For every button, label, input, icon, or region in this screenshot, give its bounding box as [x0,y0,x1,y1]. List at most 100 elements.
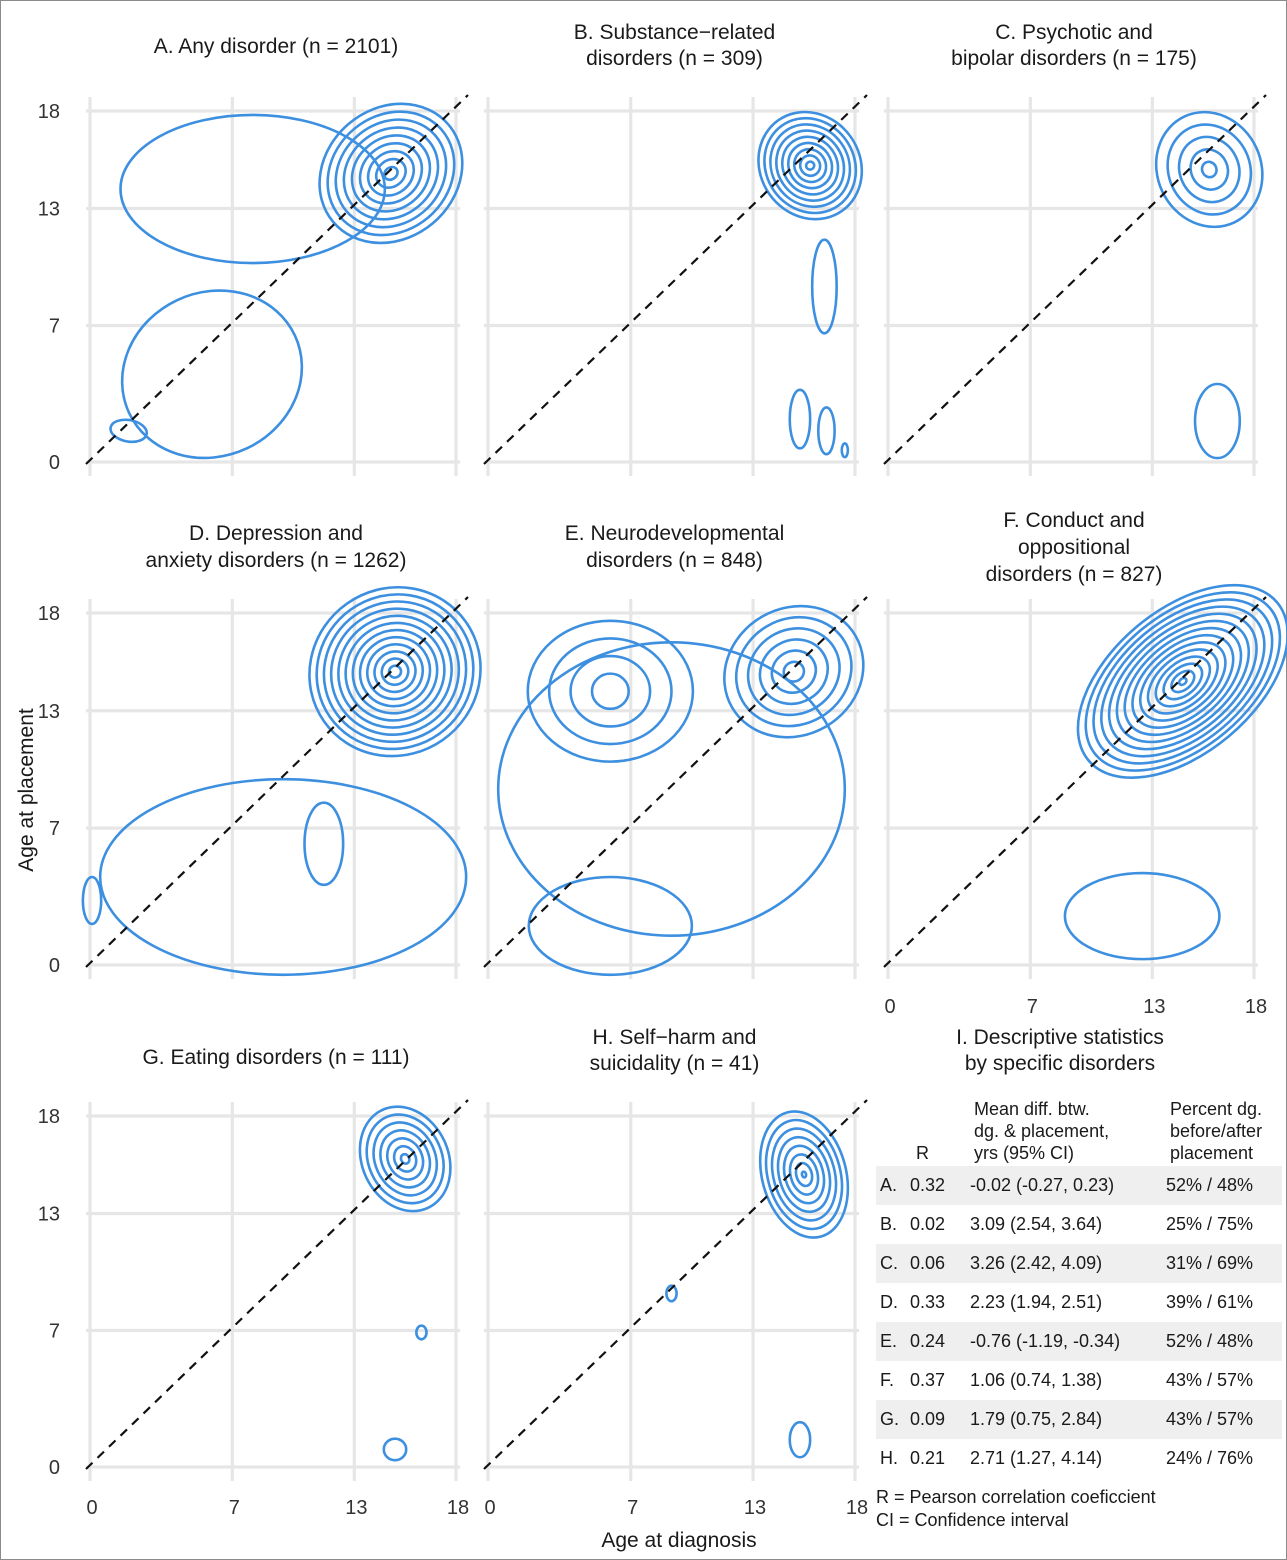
row-percent: 43% / 57% [1166,1370,1254,1390]
x-tick-label: 0 [86,1497,97,1519]
density-contour [800,1170,808,1179]
header-mean-diff-line2: dg. & placement, [974,1121,1110,1141]
stats-notes: R = Pearson correlation coeficcient CI =… [876,1486,1282,1532]
x-tick-label: 18 [1245,996,1267,1018]
panel-C-title-line: bipolar disorders (n = 175) [951,47,1197,70]
density-contour [350,134,432,213]
density-contour [303,801,345,887]
density-contour [496,641,847,937]
density-contour [734,615,853,728]
density-contour [308,585,482,758]
header-percent-line3: placement [1170,1143,1254,1163]
note-r: R = Pearson correlation coeficcient [876,1487,1156,1507]
density-contour [322,600,468,744]
density-contour [98,777,468,977]
density-contour [385,1137,425,1181]
x-tick-label: 7 [229,1497,240,1519]
stats-row: C. 0.06 3.26 (2.42, 4.09) 31% / 69% [876,1244,1282,1283]
x-tick-label: 0 [884,996,895,1018]
stats-table-header: R Mean diff. btw. dg. & placement, yrs (… [876,1086,1282,1166]
y-tick-label: 0 [49,452,60,474]
row-percent: 39% / 61% [1166,1292,1254,1312]
density-contour [415,1324,428,1341]
density-contour [763,116,858,215]
density-contour [380,657,410,687]
y-tick-label: 0 [49,955,60,977]
density-contour [351,628,439,715]
panel-E-title-line: disorders (n = 848) [586,549,763,572]
stats-row: A. 0.32 -0.02 (-0.27, 0.23) 52% / 48% [876,1166,1282,1205]
row-r: 0.06 [910,1253,946,1273]
panel-C-title-line: C. Psychotic and [995,21,1153,44]
density-contour [109,418,149,444]
row-id: H. [880,1448,898,1468]
row-r: 0.21 [910,1448,946,1468]
row-percent: 43% / 57% [1166,1409,1254,1429]
density-contour [757,110,864,221]
stats-row: H. 0.21 2.71 (1.27, 4.14) 24% / 76% [876,1439,1282,1478]
row-mean-diff: -0.02 (-0.27, 0.23) [970,1175,1115,1195]
density-contour [372,1121,439,1197]
identity-line [85,1099,469,1470]
panel-E: E. Neurodevelopmental disorders (n = 848) [483,522,868,979]
density-contour [1115,619,1251,744]
panel-F-title-line: F. Conduct and [1003,509,1144,532]
panel-A-title-line: A. Any disorder (n = 2101) [154,35,399,58]
panel-G: G. Eating disorders (n = 111) 0 7 13 18 0 7 13 1… [38,1046,469,1519]
panel-H-title-line: suicidality (n = 41) [590,1052,760,1075]
row-percent: 31% / 69% [1166,1253,1254,1273]
stats-row: G. 0.09 1.79 (0.75, 2.84) 43% / 57% [876,1400,1282,1439]
density-contour [374,157,407,189]
density-contour [788,1420,812,1459]
density-contour [1100,605,1266,758]
identity-line [483,94,868,465]
density-contour [1200,160,1218,179]
density-contour [387,664,403,679]
x-tick-label: 18 [846,1497,868,1519]
panel-F-title-line: oppositional [1018,536,1130,559]
x-tick-label: 13 [744,1497,766,1519]
row-mean-diff: 3.09 (2.54, 3.64) [970,1214,1103,1234]
density-contour [329,607,461,736]
y-tick-label: 13 [38,199,60,221]
density-contour [547,637,673,746]
row-percent: 52% / 48% [1166,1175,1254,1195]
header-mean-diff-line3: yrs (95% CI) [974,1143,1075,1163]
row-r: 0.09 [910,1409,946,1429]
row-mean-diff: -0.76 (-1.19, -0.34) [970,1331,1121,1351]
density-contour [1177,676,1188,687]
density-contour [1177,135,1241,204]
density-contour [788,388,812,450]
panel-B-title-line: disorders (n = 309) [586,47,763,70]
row-r: 0.24 [910,1331,946,1351]
density-contour [120,289,304,460]
density-contour [326,110,456,237]
x-tick-label: 13 [1143,996,1165,1018]
panel-H-title-line: H. Self−harm and [592,1026,756,1049]
density-contour [782,660,806,683]
density-contour [786,141,834,190]
density-contour [665,1284,678,1303]
panel-F: F. Conduct and oppositional disorders (n =… [883,509,1287,1018]
density-contour [365,1113,445,1205]
density-contour [1076,583,1287,779]
panel-A: A. Any disorder (n = 2101) 0 7 13 18 [38,35,469,476]
density-contour [1154,110,1264,229]
density-contour [382,1437,408,1462]
identity-line [483,1099,868,1470]
density-contour [776,1135,832,1214]
density-contour [1063,871,1221,961]
row-id: D. [880,1292,898,1312]
row-mean-diff: 3.26 (2.42, 4.09) [970,1253,1103,1273]
header-r: R [916,1143,929,1163]
density-contour [1131,633,1235,730]
density-contour [1170,669,1196,694]
density-contour [770,1127,838,1222]
density-contour [758,1110,850,1239]
y-tick-label: 7 [49,1321,60,1343]
density-contour [315,593,475,751]
density-contour [792,147,828,184]
x-axis-label: Age at diagnosis [601,1529,756,1552]
density-contour [816,406,836,456]
y-axis-label: Age at placement [15,708,38,872]
